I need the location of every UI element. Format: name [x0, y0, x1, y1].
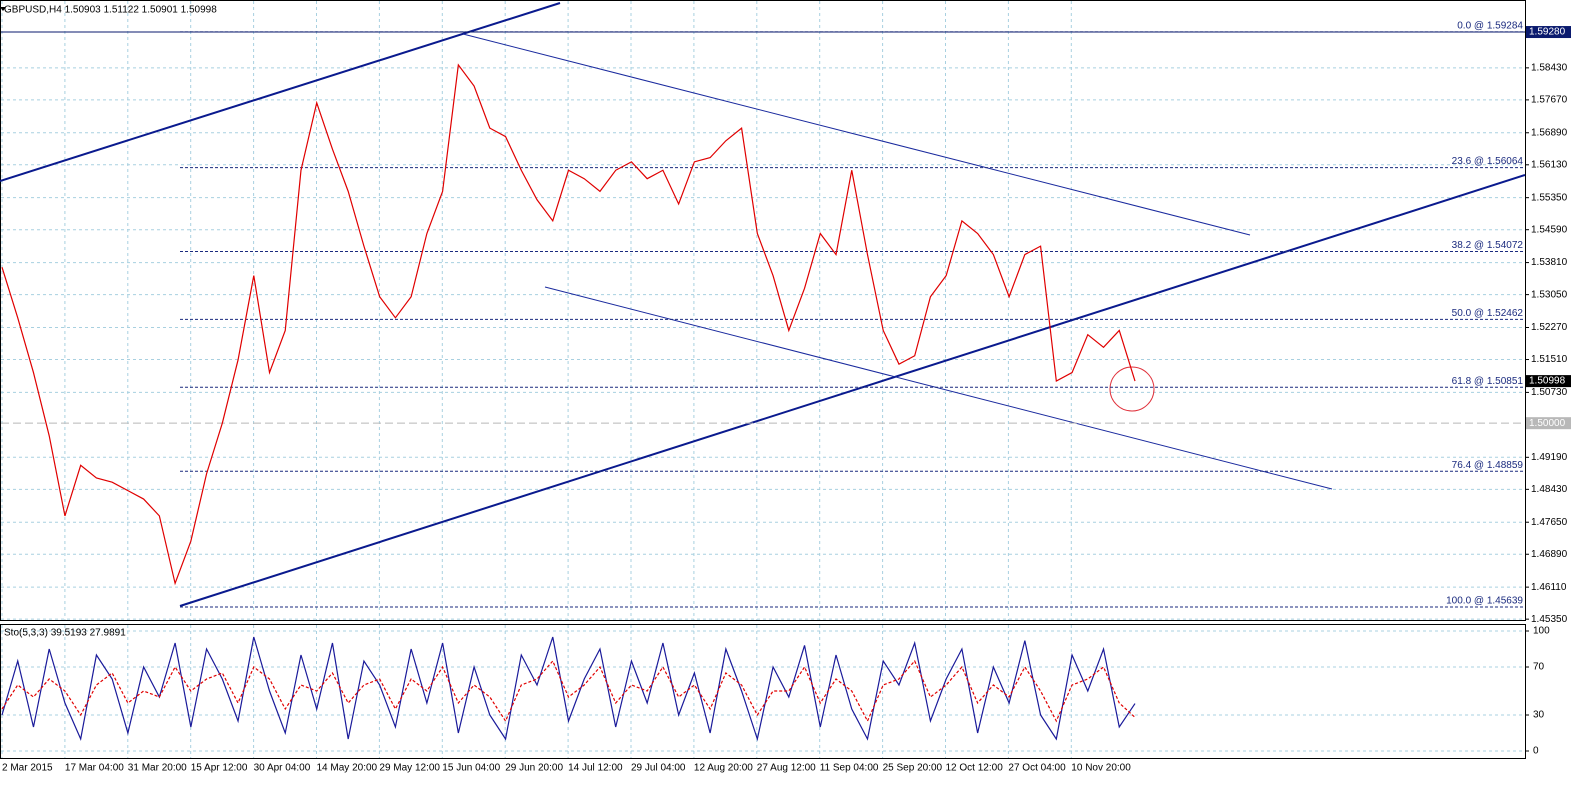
y-tick-label: 1.45350	[1531, 614, 1568, 625]
header-arrow	[0, 7, 6, 11]
y-tick-label: 1.58430	[1531, 62, 1568, 73]
x-tick-label: 29 Jun 20:00	[505, 763, 563, 774]
highlight-circle	[1109, 366, 1155, 412]
price-marker	[1526, 375, 1571, 388]
y-tick-label: 1.47650	[1531, 517, 1568, 528]
y-tick-label: 1.49190	[1531, 452, 1568, 463]
x-tick-label: 15 Apr 12:00	[191, 763, 248, 774]
series-line	[1, 636, 1136, 742]
price-marker	[1526, 26, 1571, 39]
fib-label: 50.0 @ 1.52462	[1452, 308, 1524, 319]
x-tick-label: 14 Jul 12:00	[568, 763, 623, 774]
y-tick-label: 1.56130	[1531, 159, 1568, 170]
fib-label: 38.2 @ 1.54072	[1452, 240, 1524, 251]
channel-line	[544, 286, 1333, 490]
drawn-objects	[0, 2, 1526, 607]
y-tick-label: 0	[1533, 746, 1539, 757]
price-marker-label: 1.50000	[1529, 418, 1566, 429]
y-tick-label: 1.53810	[1531, 257, 1568, 268]
x-tick-label: 31 Mar 20:00	[128, 763, 187, 774]
x-tick-label: 12 Oct 12:00	[946, 763, 1004, 774]
chart-header: GBPUSD,H4 1.50903 1.51122 1.50901 1.5099…	[4, 5, 217, 16]
fib-label: 23.6 @ 1.56064	[1452, 156, 1524, 167]
channel-line	[462, 33, 1251, 236]
x-tick-label: 17 Mar 04:00	[65, 763, 124, 774]
main-frame	[0, 0, 1526, 621]
x-tick-label: 2 Mar 2015	[2, 763, 53, 774]
y-tick-label: 1.48430	[1531, 484, 1568, 495]
trendline	[179, 174, 1526, 607]
series-line	[1, 659, 1136, 723]
x-tick-label: 15 Jun 04:00	[442, 763, 500, 774]
y-tick-label: 1.46110	[1531, 582, 1567, 593]
series-line	[1, 63, 1136, 586]
x-tick-label: 10 Nov 20:00	[1071, 763, 1131, 774]
y-tick-label: 1.55350	[1531, 192, 1568, 203]
x-tick-label: 11 Sep 04:00	[820, 763, 879, 774]
price-marker-label: 1.59280	[1529, 27, 1566, 38]
y-tick-label: 1.51510	[1531, 354, 1568, 365]
fib-label: 76.4 @ 1.48859	[1452, 460, 1524, 471]
fib-label: 0.0 @ 1.59284	[1457, 21, 1523, 32]
y-tick-label: 100	[1533, 626, 1550, 637]
trendline	[0, 2, 561, 182]
y-tick-label: 1.50730	[1531, 387, 1568, 398]
y-tick-label: 1.54590	[1531, 224, 1568, 235]
x-tick-label: 29 Jul 04:00	[631, 763, 686, 774]
indicator-title: Sto(5,3,3) 39.5193 27.9891	[4, 628, 126, 639]
x-tick-label: 29 May 12:00	[379, 763, 440, 774]
x-tick-label: 25 Sep 20:00	[883, 763, 943, 774]
x-tick-label: 27 Aug 12:00	[757, 763, 816, 774]
y-tick-label: 1.56890	[1531, 127, 1568, 138]
x-tick-label: 27 Oct 04:00	[1008, 763, 1066, 774]
y-tick-label: 1.53050	[1531, 289, 1568, 300]
y-tick-label: 1.52270	[1531, 322, 1568, 333]
x-tick-label: 12 Aug 20:00	[694, 763, 753, 774]
x-tick-label: 14 May 20:00	[317, 763, 378, 774]
fib-label: 100.0 @ 1.45639	[1446, 596, 1523, 607]
indicator-frame	[0, 624, 1526, 759]
fib-label: 61.8 @ 1.50851	[1452, 376, 1524, 387]
y-tick-label: 70	[1533, 662, 1545, 673]
grid	[1, 1, 1525, 758]
y-tick-label: 1.57670	[1531, 95, 1568, 106]
price-marker-label: 1.50998	[1529, 376, 1566, 387]
y-tick-label: 30	[1533, 710, 1545, 721]
x-tick-label: 30 Apr 04:00	[254, 763, 311, 774]
y-tick-label: 1.46890	[1531, 549, 1568, 560]
price-marker	[1526, 417, 1571, 430]
